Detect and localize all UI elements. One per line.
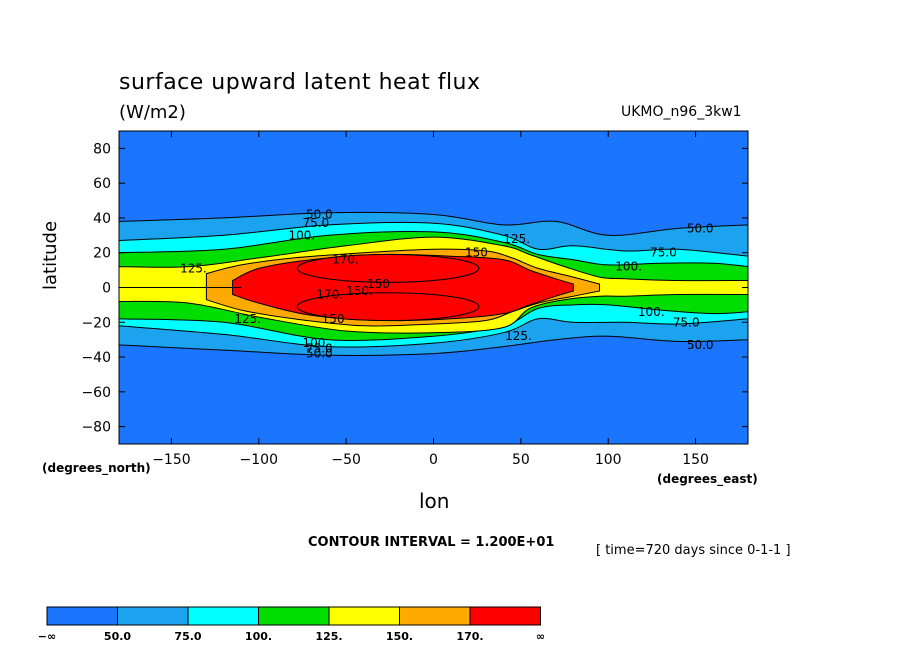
contour-label: 125.	[505, 329, 532, 343]
x-tick-label: 150	[682, 452, 709, 468]
x-tick-label: 0	[429, 452, 438, 468]
chart-title: surface upward latent heat flux	[119, 70, 481, 95]
contour-label: 150	[465, 246, 488, 260]
y-tick-label: 80	[93, 141, 111, 157]
x-tick-label: −100	[240, 452, 278, 468]
legend-swatch	[328, 606, 400, 626]
y-tick-label: −40	[81, 350, 111, 366]
legend-swatch	[46, 606, 118, 626]
contour-interval-note: CONTOUR INTERVAL = 1.200E+01	[308, 535, 555, 550]
y-tick-label: −60	[81, 385, 111, 401]
contour-label: 150	[322, 312, 345, 326]
x-tick-label: 100	[595, 452, 622, 468]
contour-label: 50.0	[687, 338, 714, 352]
y-tick-label: 0	[102, 281, 111, 297]
contour-label: 150.	[346, 284, 373, 298]
x-axis-unit: (degrees_east)	[657, 472, 758, 486]
contour-label: 125.	[503, 232, 530, 246]
y-tick-label: 20	[93, 246, 111, 262]
contour-label: 100.	[638, 305, 665, 319]
y-tick-label: −20	[81, 315, 111, 331]
contour-label: 150	[367, 277, 390, 291]
contour-label: 170.	[316, 287, 343, 301]
chart-units: (W/m2)	[119, 102, 186, 123]
contour-label: 75.0	[306, 341, 333, 355]
legend-swatch	[399, 606, 471, 626]
contour-label: 100.	[288, 228, 315, 242]
legend-swatch	[469, 606, 541, 626]
x-tick-label: −150	[152, 452, 190, 468]
legend-swatch	[258, 606, 330, 626]
legend-level-label: 125.	[315, 630, 342, 643]
legend-swatch	[187, 606, 259, 626]
core-above-170-2	[296, 292, 480, 322]
core-above-170-1	[296, 253, 480, 283]
x-tick-label: −50	[331, 452, 361, 468]
x-tick-label: 50	[512, 452, 530, 468]
y-axis-unit: (degrees_north)	[42, 461, 151, 475]
y-tick-label: 40	[93, 211, 111, 227]
x-axis-label: lon	[419, 489, 450, 513]
legend-level-label: 50.0	[104, 630, 131, 643]
legend-level-label: ∞	[536, 630, 545, 643]
contour-label: 75.0	[650, 246, 677, 260]
contour-label: 100.	[615, 260, 642, 274]
contour-label: 170.	[332, 253, 359, 267]
contour-label: 75.0	[302, 216, 329, 230]
legend-level-label: 170.	[456, 630, 483, 643]
legend-level-label: −∞	[38, 630, 56, 643]
contour-label: 100.	[302, 336, 329, 350]
y-tick-label: −80	[81, 420, 111, 436]
y-tick-label: 60	[93, 176, 111, 192]
contour-label: 75.0	[673, 315, 700, 329]
legend-level-label: 75.0	[174, 630, 201, 643]
contour-label: 125.	[234, 312, 261, 326]
model-name: UKMO_n96_3kw1	[621, 104, 742, 120]
legend-level-label: 100.	[245, 630, 272, 643]
contour-label: 125.	[180, 261, 207, 275]
contour-label: 50.0	[306, 347, 333, 361]
legend-level-label: 150.	[386, 630, 413, 643]
legend-swatch	[117, 606, 189, 626]
contour-label: 50.0	[687, 221, 714, 235]
contour-label: 50.0	[306, 207, 333, 221]
time-info: [ time=720 days since 0-1-1 ]	[596, 543, 791, 558]
contour-bands: 50.075.0100.150125.50.075.0100.125.170.1…	[119, 207, 748, 361]
